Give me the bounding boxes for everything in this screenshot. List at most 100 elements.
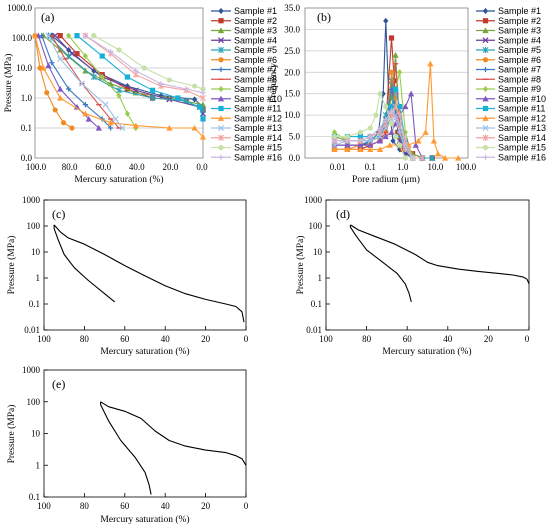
panel-b-legend-label: Sample #1	[498, 6, 541, 16]
panel-a-legend-marker	[218, 154, 224, 160]
panel-a-plot-frame	[34, 7, 204, 159]
panel-a-legend-entry: Sample #1	[211, 6, 277, 16]
panel-a-data-point	[200, 90, 206, 96]
panel-b-x-tick: 0.1	[365, 162, 376, 172]
panel-a-data-point	[133, 68, 139, 74]
panel-a-x-tick: 40.0	[129, 162, 145, 172]
panel-b-data-point	[429, 154, 436, 162]
panel-c-withdrawal-curve	[53, 224, 116, 303]
panel-a-x-tick: 20.0	[163, 162, 179, 172]
panel-b-data-point	[392, 103, 399, 110]
panel-b-data-point	[396, 112, 403, 119]
panel-a-legend-marker	[218, 85, 224, 93]
panel-b-legend-label: Sample #16	[498, 152, 546, 162]
panel-b-data-point	[383, 103, 389, 110]
panel-a-series-line	[82, 33, 206, 96]
panel-a-data-point	[31, 32, 39, 39]
panel-a-data-point	[66, 32, 72, 39]
panel-d-y-axis-title: Pressure (MPa)	[295, 236, 306, 295]
panel-a-legend-label: Sample #11	[234, 104, 281, 114]
panel-b-data-point	[373, 112, 379, 118]
panel-a-data-point	[57, 85, 64, 92]
panel-a-data-point	[166, 124, 173, 131]
panel-e-y-axis-title: Pressure (MPa)	[6, 405, 17, 464]
panel-a-legend-entry: Sample #10	[211, 94, 282, 104]
panel-b-legend-marker	[482, 66, 489, 73]
panel-a-legend-entry: Sample #11	[211, 104, 281, 114]
panel-a-series-path	[85, 35, 204, 94]
panel-b-data-point	[434, 150, 442, 157]
panel-e-y-tick: 10	[31, 429, 41, 439]
panel-a-series-path	[76, 35, 204, 120]
panel-a-legend-marker	[218, 57, 224, 63]
panel-a-data-point	[200, 86, 206, 92]
panel-b-legend-label: Sample #7	[498, 65, 541, 75]
panel-b-data-point	[344, 138, 351, 144]
panel-a-data-point	[60, 120, 67, 126]
panel-b-legend-entry: Sample #8	[476, 74, 541, 84]
panel-b-legend-label: Sample #9	[498, 84, 541, 94]
panel-a-legend-label: Sample #8	[234, 74, 277, 84]
panel-a-data-point	[199, 133, 207, 140]
panel-a-legend-label: Sample #14	[234, 133, 282, 143]
panel-a-data-point	[90, 73, 97, 81]
panel-a-series-line	[31, 32, 207, 140]
panel-b-series-group	[331, 17, 462, 162]
panel-a-data-point	[175, 95, 181, 101]
panel-b-data-point	[392, 133, 399, 140]
panel-b-data-point	[367, 125, 373, 131]
panel-d-y-tick: 0.1	[311, 299, 322, 309]
panel-a-legend-label: Sample #2	[234, 16, 277, 26]
panel-b-frequency-chart: (b) 35.0 30.0 25.0 20.0 15.0 10.0 5.0 0.…	[269, 3, 546, 185]
panel-a-data-point	[197, 104, 203, 110]
panel-b-data-point	[357, 142, 364, 148]
panel-b-data-point	[430, 137, 438, 144]
panel-a-data-point	[192, 96, 198, 103]
panel-a-series-path	[85, 35, 204, 99]
panel-a-y-axis-title: Pressure (MPa)	[3, 54, 14, 113]
panel-b-legend-label: Sample #8	[498, 74, 541, 84]
panel-b-y-tick-labels: 35.0 30.0 25.0 20.0 15.0 10.0 5.0 0.0	[284, 3, 300, 163]
panel-b-legend-entry: Sample #3	[476, 26, 541, 36]
panel-b-legend-marker	[482, 115, 489, 121]
panel-b-legend-entry: Sample #5	[476, 45, 541, 55]
panel-e-plot-frame	[43, 369, 247, 498]
panel-a-data-point	[45, 32, 52, 39]
panel-a-data-point	[40, 64, 47, 71]
panel-d-x-tick: 80	[362, 334, 372, 344]
panel-a-data-point	[132, 87, 139, 94]
panel-b-data-point	[392, 86, 399, 93]
panel-c-x-tick: 80	[80, 334, 90, 344]
panel-b-legend-marker	[482, 105, 489, 112]
panel-b-data-point	[392, 52, 399, 58]
panel-a-legend-entry: Sample #14	[211, 133, 282, 143]
panel-a-data-point	[124, 74, 130, 80]
panel-a-legend-entry: Sample #13	[211, 123, 282, 133]
panel-b-data-point	[402, 129, 408, 136]
panel-a-legend-entry: Sample #3	[211, 26, 277, 36]
panel-b-legend-entry: Sample #1	[476, 6, 541, 16]
panel-c-curves	[43, 199, 247, 331]
panel-a-data-point	[150, 87, 156, 93]
panel-e-y-tick: 100	[27, 397, 41, 407]
panel-b-label: (b)	[317, 10, 331, 24]
panel-a-legend-entry: Sample #15	[211, 143, 282, 153]
panel-a-series-line	[74, 33, 206, 122]
panel-a-pressure-chart: (a) 1000.0 100.0 10.0 1.0 0.1 0.0 100.0 …	[3, 3, 282, 185]
panel-a-series-line	[66, 32, 139, 132]
panel-a-x-tick: 80.0	[62, 162, 78, 172]
panel-a-data-point	[124, 110, 130, 117]
panel-a-data-point	[74, 51, 80, 57]
panel-b-y-tick: 10.0	[284, 110, 300, 120]
panel-b-data-point	[388, 35, 395, 41]
panel-b-data-point	[367, 133, 373, 140]
panel-a-legend-label: Sample #12	[234, 113, 282, 123]
panel-b-x-tick: 100.0	[456, 162, 477, 172]
panel-b-legend-label: Sample #4	[498, 35, 541, 45]
panel-b-legend-marker	[482, 154, 489, 160]
panel-a-legend-label: Sample #5	[234, 45, 277, 55]
panel-b-data-point	[376, 146, 384, 153]
panel-b-data-point	[388, 69, 395, 75]
panel-a-data-point	[68, 50, 75, 57]
panel-b-legend-marker	[482, 85, 489, 93]
